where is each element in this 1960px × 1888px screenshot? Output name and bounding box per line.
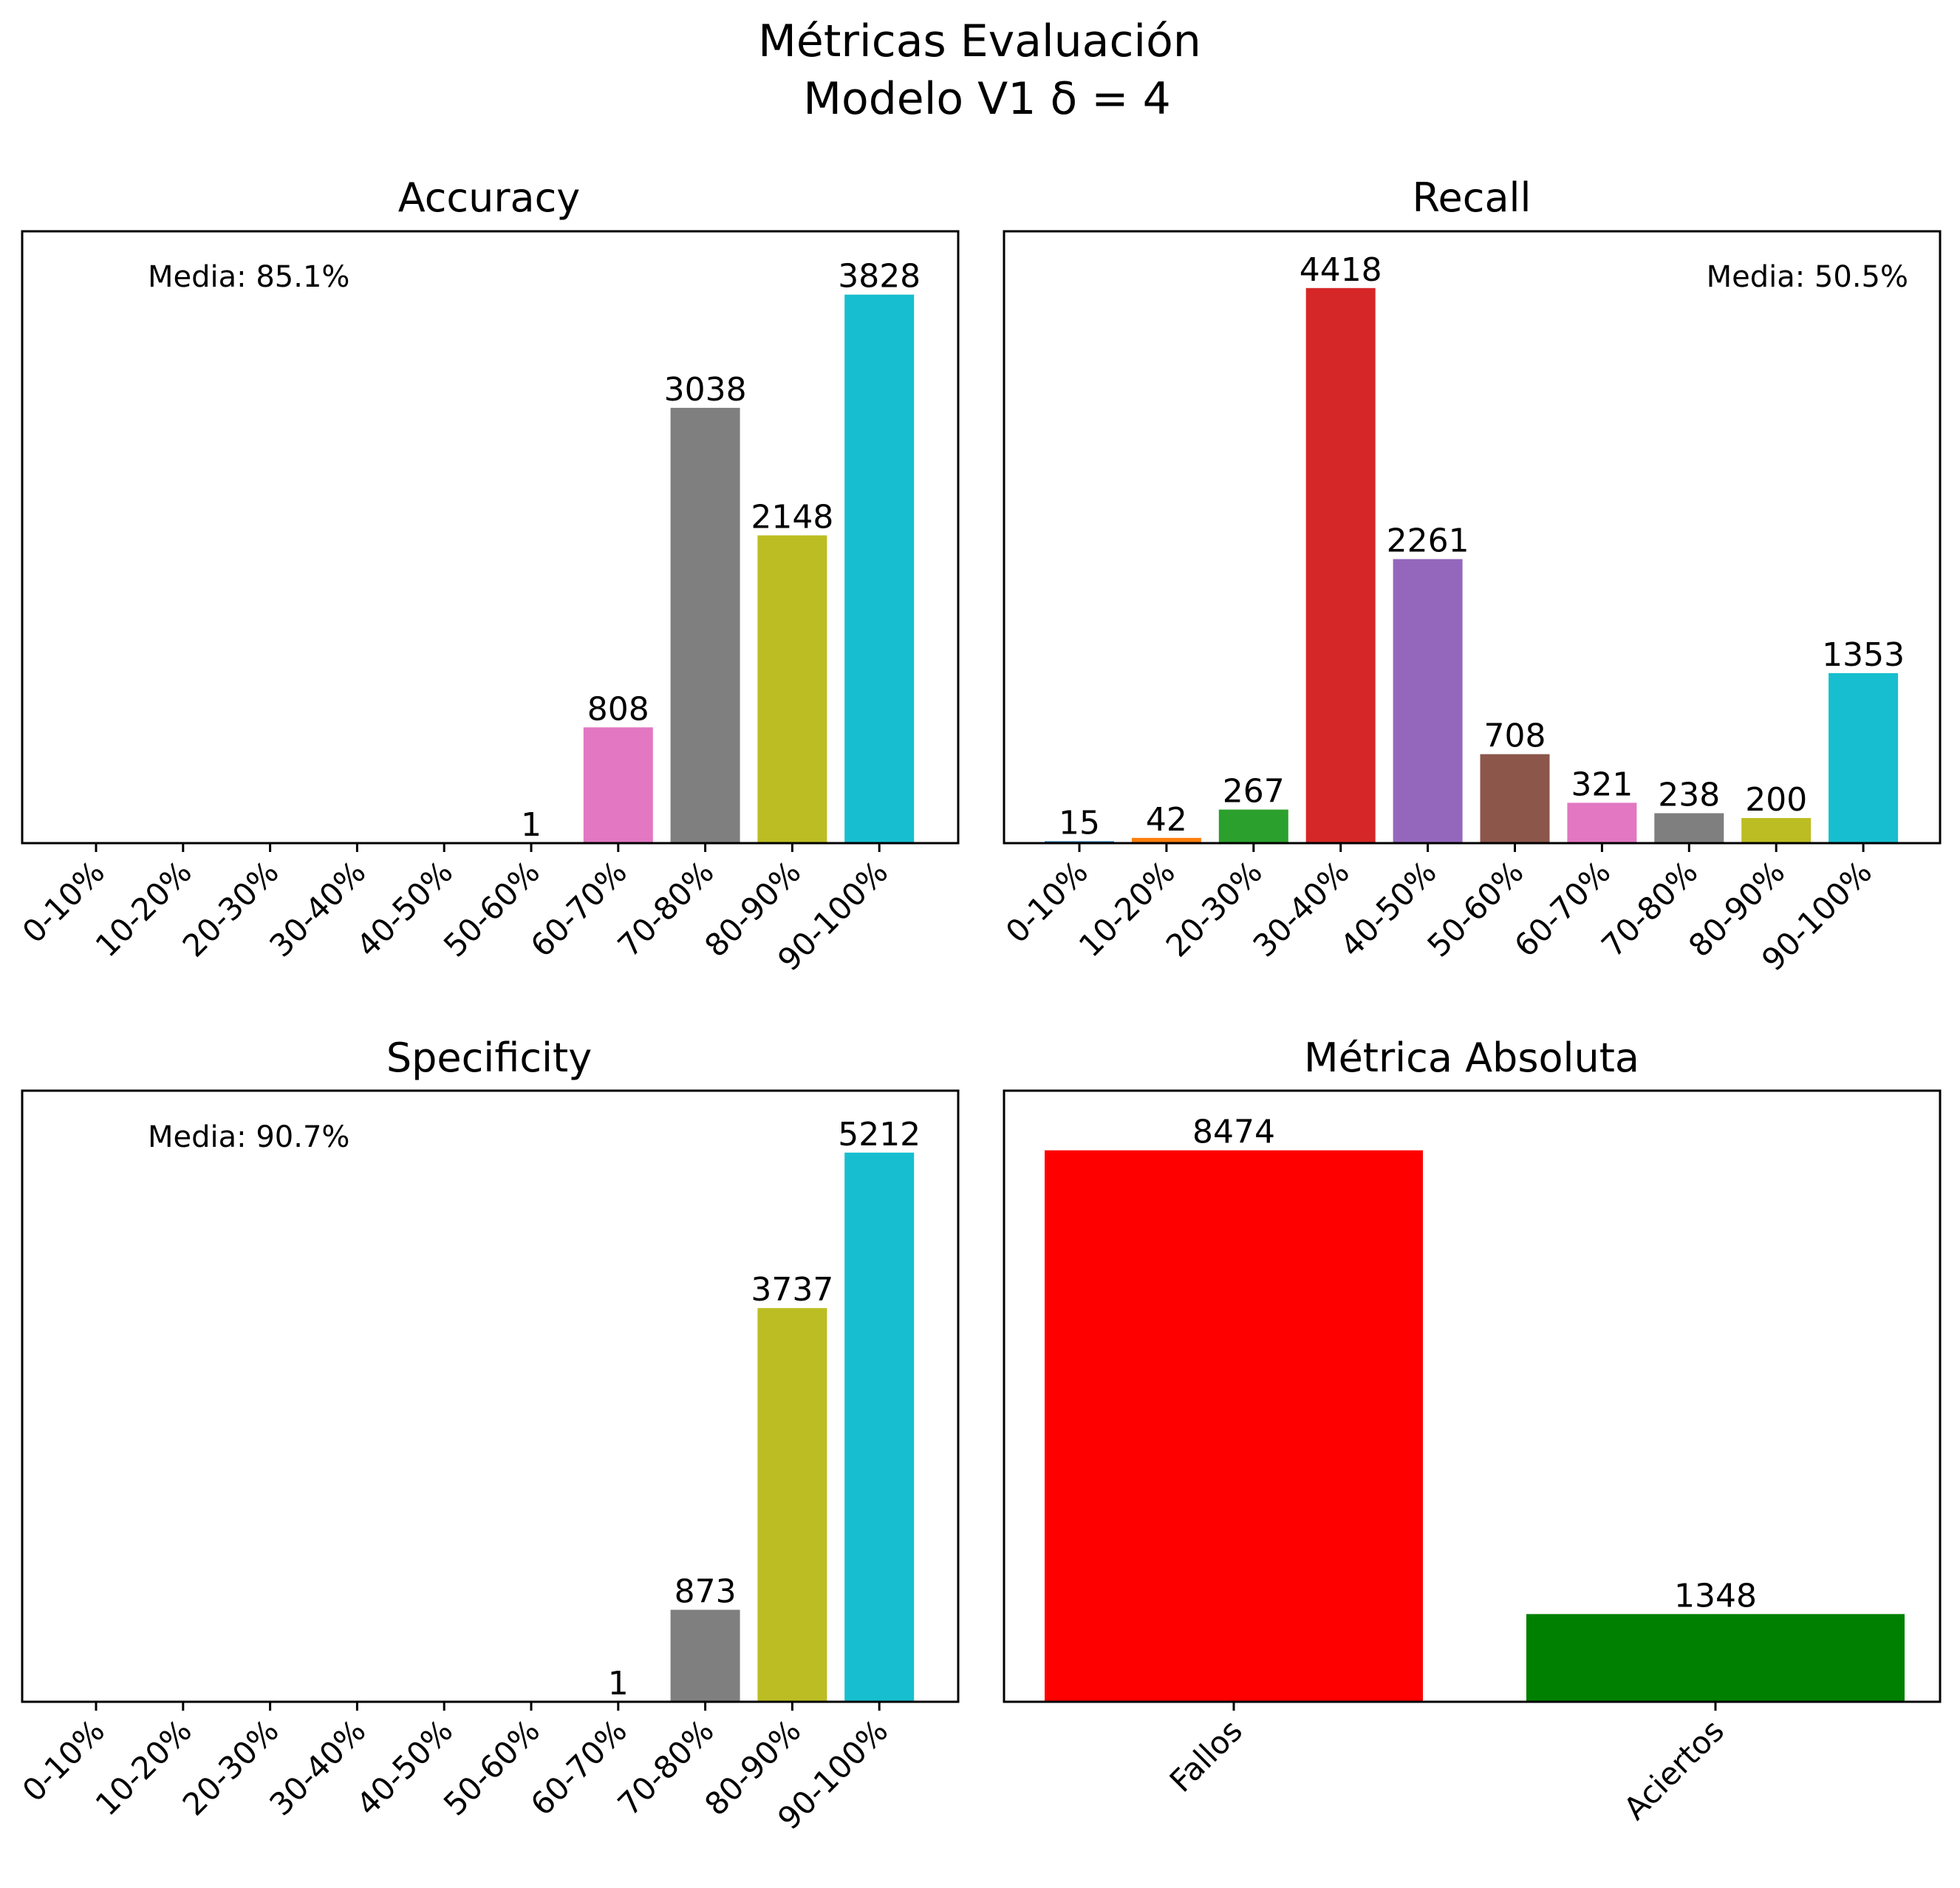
figure-title-line2: Modelo V1 δ = 4: [803, 73, 1171, 125]
specificity-bar-8: [757, 1308, 827, 1702]
accuracy-bar-9: [844, 294, 915, 843]
recall-value-label-0: 15: [1059, 804, 1100, 842]
accuracy-value-label-5: 1: [521, 806, 542, 844]
recall-value-label-3: 4418: [1300, 251, 1382, 289]
accuracy-value-label-7: 3038: [664, 371, 747, 409]
accuracy-mean-label: Media: 85.1%: [148, 260, 349, 294]
recall-bar-4: [1393, 559, 1463, 843]
specificity-value-label-9: 5212: [838, 1116, 921, 1153]
figure-title-line1: Métricas Evaluación: [758, 16, 1201, 67]
recall-value-label-8: 200: [1745, 781, 1807, 819]
accuracy-value-label-8: 2148: [751, 499, 833, 536]
recall-bar-5: [1480, 754, 1550, 843]
recall-value-label-4: 2261: [1387, 522, 1469, 560]
recall-bar-7: [1654, 813, 1724, 843]
specificity-value-label-6: 1: [608, 1665, 629, 1703]
recall-value-label-5: 708: [1484, 718, 1546, 755]
recall-bar-6: [1567, 802, 1637, 843]
recall-plot-frame: [1003, 230, 1942, 845]
recall-value-label-7: 238: [1658, 777, 1720, 814]
absolute-metric-plot-frame: [1003, 1089, 1942, 1703]
specificity-title: Specificity: [386, 1035, 592, 1081]
recall-mean-label: Media: 50.5%: [1707, 260, 1908, 294]
specificity-value-label-7: 873: [675, 1573, 737, 1611]
recall-title: Recall: [1412, 174, 1531, 221]
absolute-metric-bar-1: [1526, 1614, 1905, 1702]
accuracy-bar-7: [670, 407, 740, 843]
accuracy-value-label-6: 808: [587, 690, 649, 728]
recall-bar-1: [1131, 837, 1201, 843]
recall-value-label-6: 321: [1571, 766, 1633, 803]
recall-value-label-2: 267: [1223, 773, 1285, 811]
absolute-metric-bar-0: [1045, 1150, 1423, 1702]
recall-value-label-9: 1353: [1822, 636, 1905, 674]
recall-bar-2: [1218, 809, 1288, 843]
absolute-metric-title: Métrica Absoluta: [1304, 1035, 1639, 1081]
recall-bar-8: [1741, 818, 1812, 843]
accuracy-plot-frame: [21, 230, 960, 845]
accuracy-bar-6: [583, 727, 653, 843]
specificity-plot-frame: [21, 1089, 960, 1703]
specificity-bar-9: [844, 1152, 915, 1702]
recall-bar-9: [1828, 673, 1899, 843]
recall-bar-3: [1305, 287, 1376, 843]
absolute-metric-value-label-1: 1348: [1674, 1577, 1757, 1615]
specificity-bar-7: [670, 1609, 740, 1702]
specificity-mean-label: Media: 90.7%: [148, 1120, 349, 1154]
specificity-value-label-8: 3737: [751, 1271, 833, 1309]
recall-value-label-1: 42: [1146, 801, 1187, 839]
accuracy-bar-8: [757, 535, 827, 843]
absolute-metric-value-label-0: 8474: [1192, 1114, 1275, 1151]
accuracy-title: Accuracy: [398, 174, 581, 221]
accuracy-value-label-9: 3828: [838, 258, 921, 296]
